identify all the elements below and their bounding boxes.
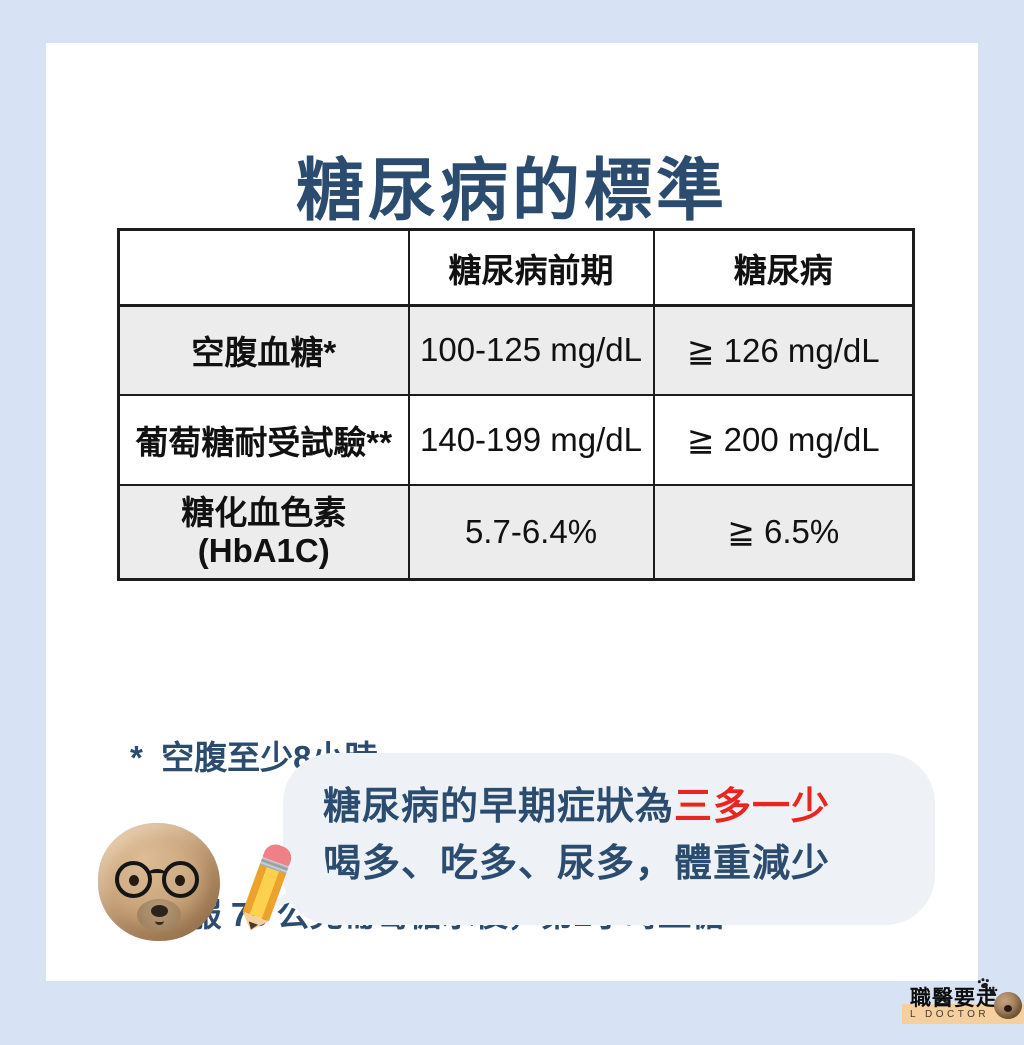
bubble-line1-prefix: 糖尿病的早期症狀為 bbox=[323, 786, 675, 828]
row-label: 葡萄糖耐受試驗** bbox=[117, 393, 410, 486]
table-row-fasting-glucose: 空腹血糖* 100-125 mg/dL ≧ 126 mg/dL bbox=[117, 304, 915, 396]
speech-bubble-tail bbox=[259, 855, 329, 909]
diabetes-value: ≧ 200 mg/dL bbox=[652, 393, 915, 486]
diagnosis-criteria-table: 糖尿病前期 糖尿病 空腹血糖* 100-125 mg/dL ≧ 126 mg/d… bbox=[117, 228, 915, 581]
logo-dog-icon bbox=[994, 992, 1022, 1019]
table-row-glucose-tolerance: 葡萄糖耐受試驗** 140-199 mg/dL ≧ 200 mg/dL bbox=[117, 393, 915, 486]
dog-left-eye bbox=[129, 875, 139, 886]
dog-muzzle bbox=[137, 899, 181, 931]
page-title: 糖尿病的標準 bbox=[295, 153, 728, 229]
content-card: 糖尿病的標準 糖尿病前期 糖尿病 空腹血糖* 100-125 mg/dL ≧ 1… bbox=[46, 43, 978, 981]
row-label: 糖化血色素 (HbA1C) bbox=[117, 483, 410, 581]
logo-brand-text: 職醫要走 bbox=[910, 986, 998, 1010]
dog-mouth bbox=[155, 917, 164, 925]
prediabetes-value: 140-199 mg/dL bbox=[407, 393, 655, 486]
prediabetes-value: 5.7-6.4% bbox=[407, 483, 655, 581]
prediabetes-value: 100-125 mg/dL bbox=[407, 304, 655, 396]
bubble-line-1: 糖尿病的早期症狀為三多一少 bbox=[323, 779, 935, 836]
glasses-bridge-icon bbox=[148, 869, 166, 879]
logo-strip: L DOCTOR bbox=[902, 1004, 1024, 1024]
bubble-line-2: 喝多、吃多、尿多，體重減少 bbox=[323, 843, 831, 885]
bubble-line1-highlight: 三多一少 bbox=[674, 786, 831, 828]
dog-right-eye bbox=[175, 875, 185, 886]
table-row-hba1c: 糖化血色素 (HbA1C) 5.7-6.4% ≧ 6.5% bbox=[117, 483, 915, 581]
table-header-diabetes: 糖尿病 bbox=[652, 228, 915, 307]
row-label: 空腹血糖* bbox=[117, 304, 410, 396]
dog-avatar-icon bbox=[98, 823, 220, 941]
table-header-prediabetes: 糖尿病前期 bbox=[407, 228, 655, 307]
speech-bubble: 糖尿病的早期症狀為三多一少 喝多、吃多、尿多，體重減少 bbox=[259, 753, 935, 925]
diabetes-value: ≧ 6.5% bbox=[652, 483, 915, 581]
row-label-line2: (HbA1C) bbox=[197, 531, 330, 569]
diabetes-value: ≧ 126 mg/dL bbox=[652, 304, 915, 396]
dog-nose bbox=[151, 905, 168, 917]
infographic-canvas: 糖尿病的標準 糖尿病前期 糖尿病 空腹血糖* 100-125 mg/dL ≧ 1… bbox=[0, 0, 1024, 1024]
brand-logo: L DOCTOR 職醫要走 bbox=[902, 980, 1024, 1024]
logo-subtitle: L DOCTOR bbox=[910, 1008, 990, 1020]
table-header-row: 糖尿病前期 糖尿病 bbox=[117, 228, 915, 307]
row-label-line1: 糖化血色素 bbox=[181, 493, 347, 531]
table-header-empty bbox=[117, 228, 410, 307]
